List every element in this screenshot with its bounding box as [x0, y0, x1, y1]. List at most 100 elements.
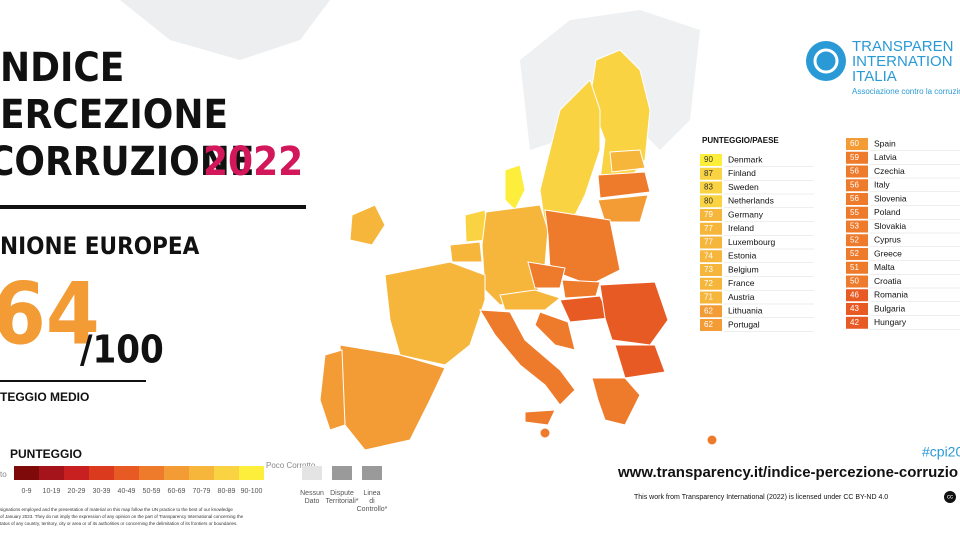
logo-text: ITALIA	[852, 68, 897, 85]
score: 50	[850, 277, 859, 286]
legend-bin-label: 90-100	[241, 488, 263, 495]
score: 53	[850, 222, 859, 231]
score-cell	[700, 222, 722, 235]
country: Greece	[874, 248, 902, 258]
legend-extra-swatch	[362, 466, 382, 480]
legend-swatch	[89, 466, 114, 480]
slovakia	[561, 279, 601, 299]
disclaimer: tatus of any country, territory, city or…	[0, 521, 237, 526]
logo-text: INTERNATION	[852, 53, 953, 70]
country: Poland	[874, 207, 901, 217]
score: 62	[704, 306, 713, 315]
score: 46	[850, 290, 859, 299]
score-cell	[846, 275, 868, 288]
score: 87	[704, 169, 713, 178]
legend-swatch	[214, 466, 239, 480]
country: Finland	[728, 168, 756, 178]
region: NIONE EUROPEA	[0, 232, 200, 260]
country: Croatia	[874, 276, 902, 286]
score-cell	[846, 316, 868, 329]
title-year: 2022	[203, 139, 303, 185]
score-cell	[700, 236, 722, 249]
country: Romania	[874, 290, 908, 300]
legend-swatch	[164, 466, 189, 480]
portugal	[319, 349, 346, 431]
score: 55	[850, 208, 859, 217]
france	[384, 261, 486, 366]
score: 79	[704, 210, 713, 219]
score: 43	[850, 304, 859, 313]
country: Lithuania	[728, 306, 763, 316]
score-cell	[700, 264, 722, 276]
rule	[0, 380, 146, 382]
spain	[339, 344, 446, 451]
title-line: ERCEZIONE	[0, 92, 228, 138]
score-cell	[700, 209, 722, 221]
legend-extra-swatch	[302, 466, 322, 480]
score: 42	[850, 318, 859, 327]
score: 56	[850, 180, 859, 189]
sicily	[524, 409, 556, 426]
score-cell	[700, 154, 722, 166]
average-max: /100	[80, 328, 164, 372]
score-cell	[700, 195, 722, 208]
cc-badge	[944, 491, 956, 503]
legend-bin-label: 20-29	[68, 488, 86, 495]
score-cell	[846, 289, 868, 302]
title-line: CORRUZIONE	[0, 139, 254, 185]
country: Germany	[728, 209, 764, 219]
score: 90	[704, 155, 713, 164]
score: 52	[850, 249, 859, 258]
denmark	[504, 164, 526, 211]
score-cell	[700, 291, 722, 304]
legend-swatch	[39, 466, 64, 480]
score-cell	[846, 179, 868, 192]
country: Netherlands	[728, 196, 774, 206]
ireland	[349, 204, 386, 246]
hashtag: #cpi20	[922, 444, 960, 460]
country: Malta	[874, 262, 895, 272]
legend-swatch	[64, 466, 89, 480]
country: Sweden	[728, 182, 759, 192]
score-cell	[846, 234, 868, 247]
legend-swatch	[114, 466, 139, 480]
legend-bin-label: 40-49	[118, 488, 136, 495]
cc-badge-text: cc	[947, 495, 953, 501]
score-cell	[700, 167, 722, 180]
latvia	[597, 171, 651, 199]
greyland	[120, 0, 330, 60]
legend-swatch	[139, 466, 164, 480]
legend-title: PUNTEGGIO	[10, 447, 82, 461]
score: 74	[704, 251, 713, 260]
legend-swatch	[14, 466, 39, 480]
score: 73	[704, 265, 713, 274]
legend-bin-label: 80-89	[218, 488, 236, 495]
score: 72	[704, 279, 713, 288]
legend-low: to	[0, 470, 7, 479]
score-cell	[700, 277, 722, 290]
score: 83	[704, 183, 713, 192]
license: This work from Transparency Internationa…	[634, 494, 888, 501]
country: Bulgaria	[874, 303, 905, 313]
score: 56	[850, 167, 859, 176]
map	[319, 49, 718, 451]
italy	[479, 309, 576, 406]
disclaimer: of January 2023. They do not imply the e…	[0, 514, 244, 519]
legend-bin-label: 60-69	[168, 488, 186, 495]
belgium	[449, 241, 483, 263]
country: Portugal	[728, 319, 760, 329]
logo-icon	[806, 41, 846, 81]
score: 60	[850, 139, 859, 148]
country: Latvia	[874, 152, 897, 162]
score: 52	[850, 235, 859, 244]
score: 77	[704, 224, 713, 233]
score-cell	[846, 138, 868, 150]
sweden	[539, 79, 601, 226]
score-cell	[700, 181, 722, 194]
country: Estonia	[728, 251, 757, 261]
url: www.transparency.it/indice-percezione-co…	[617, 464, 958, 481]
country: France	[728, 278, 755, 288]
score-cell	[846, 193, 868, 205]
